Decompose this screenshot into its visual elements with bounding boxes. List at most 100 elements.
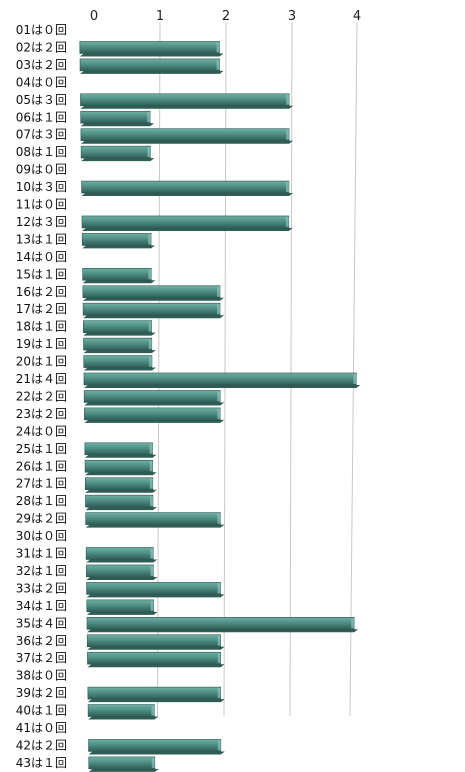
bar-face bbox=[86, 634, 221, 648]
category-label: 03は２回 bbox=[16, 58, 67, 72]
bar bbox=[80, 128, 294, 144]
bar bbox=[80, 110, 155, 127]
category-label: 16は２回 bbox=[16, 285, 67, 299]
category-label: 34は１回 bbox=[16, 599, 67, 613]
bar-depth bbox=[81, 193, 293, 197]
category-label: 11は０回 bbox=[16, 198, 67, 212]
bar-end-cap bbox=[149, 478, 153, 489]
category-label: 12は３回 bbox=[16, 215, 67, 229]
bar-face bbox=[82, 267, 152, 281]
bar-end-cap bbox=[217, 688, 221, 699]
bar-face bbox=[86, 582, 221, 595]
category-label: 21は４回 bbox=[16, 372, 67, 386]
bar-depth bbox=[87, 699, 225, 703]
bar bbox=[79, 58, 224, 74]
bar-face bbox=[83, 372, 357, 386]
bar bbox=[84, 477, 157, 493]
bar-depth bbox=[80, 70, 224, 74]
category-label: 23は２回 bbox=[16, 407, 67, 421]
category-label: 37は２回 bbox=[16, 651, 67, 665]
bar-end-cap bbox=[351, 618, 355, 629]
bar-depth bbox=[87, 629, 359, 633]
bar-face bbox=[83, 337, 153, 351]
bar-end-cap bbox=[216, 286, 220, 297]
category-label: 42は２回 bbox=[16, 738, 67, 752]
category-label: 17は２回 bbox=[16, 302, 67, 316]
category-label: 31は１回 bbox=[16, 547, 67, 561]
bar-end-cap bbox=[217, 408, 221, 419]
category-label: 26は１回 bbox=[16, 459, 67, 473]
category-label: 10は３回 bbox=[16, 180, 67, 194]
bar-face bbox=[83, 320, 152, 333]
bar-depth bbox=[80, 140, 294, 144]
category-label: 04は０回 bbox=[16, 75, 67, 89]
category-label: 32は１回 bbox=[16, 564, 67, 578]
bar bbox=[84, 407, 225, 423]
bar bbox=[82, 285, 224, 301]
category-label: 25は１回 bbox=[16, 442, 67, 456]
bar bbox=[79, 41, 224, 57]
bar bbox=[86, 582, 225, 598]
x-tick-label: 3 bbox=[288, 9, 296, 24]
bar-depth bbox=[82, 245, 156, 249]
x-tick-label: 1 bbox=[156, 9, 164, 24]
category-label: 29は２回 bbox=[16, 512, 67, 526]
bar-end-cap bbox=[217, 740, 221, 751]
bar-depth bbox=[84, 454, 157, 458]
bar-face bbox=[87, 686, 222, 700]
gridline bbox=[157, 21, 161, 717]
category-label: 19は１回 bbox=[16, 337, 67, 351]
bar-face bbox=[85, 494, 154, 508]
bar-depth bbox=[81, 227, 293, 231]
bar-end-cap bbox=[217, 513, 221, 524]
bar-face bbox=[84, 459, 153, 473]
bar bbox=[81, 215, 293, 231]
bar-face bbox=[82, 285, 221, 299]
category-label: 22は２回 bbox=[16, 389, 67, 403]
bar-face bbox=[81, 180, 290, 194]
bar bbox=[83, 337, 156, 354]
bar-face bbox=[82, 302, 221, 316]
bar bbox=[85, 494, 157, 511]
bar bbox=[82, 267, 156, 284]
bar-face bbox=[80, 128, 290, 141]
bar bbox=[81, 180, 293, 197]
bar-end-cap bbox=[149, 443, 153, 454]
category-label: 39は２回 bbox=[16, 686, 67, 700]
bar bbox=[86, 634, 225, 650]
x-axis-ticks: 0 1 2 3 4 bbox=[90, 9, 361, 24]
category-label: 18は１回 bbox=[16, 320, 67, 334]
bar bbox=[88, 756, 159, 772]
x-tick-label: 2 bbox=[222, 9, 230, 24]
bar-end-cap bbox=[148, 356, 152, 367]
bar-end-cap bbox=[286, 129, 290, 140]
bar-depth bbox=[88, 716, 159, 720]
bar-end-cap bbox=[217, 304, 221, 315]
bar bbox=[86, 564, 158, 580]
bar bbox=[83, 390, 225, 406]
bar-end-cap bbox=[150, 565, 154, 576]
bar-end-cap bbox=[353, 374, 357, 384]
bar-depth bbox=[80, 105, 294, 109]
bar bbox=[87, 686, 225, 703]
bar-depth bbox=[79, 53, 224, 57]
bar-depth bbox=[83, 385, 361, 388]
bar-face bbox=[80, 110, 151, 124]
bar bbox=[83, 320, 156, 336]
category-label: 06は１回 bbox=[16, 110, 67, 124]
bar-end-cap bbox=[217, 635, 221, 646]
category-label: 07は３回 bbox=[16, 128, 67, 142]
category-label: 08は１回 bbox=[16, 145, 67, 159]
bar-face bbox=[80, 145, 151, 159]
gridlines bbox=[157, 21, 358, 717]
category-label: 15は１回 bbox=[16, 267, 67, 281]
bar bbox=[83, 355, 156, 371]
bar-depth bbox=[84, 419, 225, 423]
bar bbox=[86, 616, 359, 633]
bar-face bbox=[86, 564, 154, 578]
gridline bbox=[289, 21, 293, 717]
bars bbox=[79, 41, 361, 772]
bar-face bbox=[88, 739, 222, 752]
bar-depth bbox=[87, 664, 225, 668]
category-label: 20は１回 bbox=[16, 355, 67, 369]
